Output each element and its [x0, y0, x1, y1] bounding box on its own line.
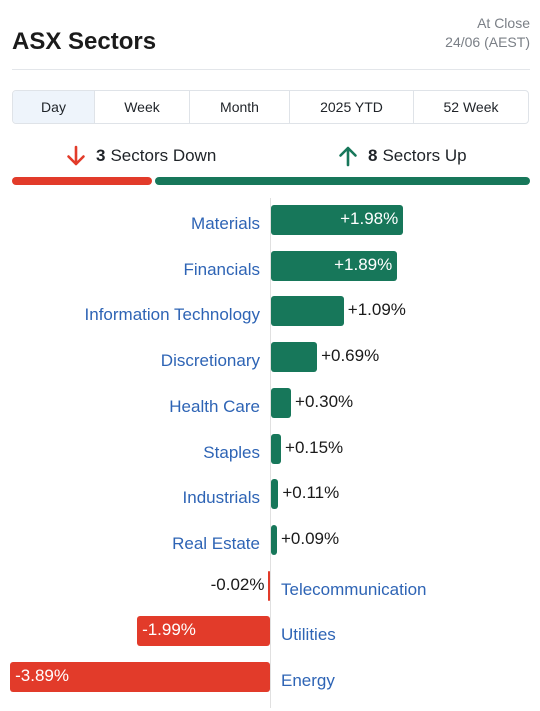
header: ASX Sectors At Close 24/06 (AEST) — [12, 14, 530, 70]
bar-financials — [271, 250, 398, 281]
value-label-utilities: -1.99% — [142, 620, 196, 640]
market-status: At Close 24/06 (AEST) — [445, 14, 530, 52]
status-date: 24/06 (AEST) — [445, 34, 530, 50]
arrow-down-icon — [67, 145, 85, 166]
chart-zero-axis — [270, 198, 271, 708]
bar-industrials — [271, 479, 279, 510]
bar-discretionary — [271, 342, 318, 373]
bar-utilities — [137, 616, 270, 647]
bar-telecommunication — [267, 570, 270, 601]
sector-label-utilities[interactable]: Utilities — [281, 625, 336, 645]
tab-52-week[interactable]: 52 Week — [443, 99, 499, 115]
sectors-down-bar — [12, 177, 153, 185]
sectors-down-summary: 3 Sectors Down — [66, 143, 216, 169]
sector-label-industrials[interactable]: Industrials — [182, 488, 260, 508]
bar-health-care — [271, 387, 292, 418]
sector-label-telecommunication[interactable]: Telecommunication — [281, 579, 427, 599]
sectors-up-count: 8 — [368, 146, 378, 165]
arrow-up-icon — [339, 146, 357, 167]
bar-information-technology — [271, 296, 344, 327]
bar-real-estate — [271, 524, 277, 555]
sectors-up-bar — [155, 177, 530, 185]
tab-week[interactable]: Week — [95, 91, 190, 123]
sectors-up-summary: 8 Sectors Up — [338, 143, 467, 169]
sector-label-real-estate[interactable]: Real Estate — [172, 533, 260, 553]
bar-energy — [10, 662, 270, 692]
period-tabs: Day Week Month 2025 YTD 52 Week — [12, 90, 529, 124]
value-label-telecommunication: -0.02% — [210, 574, 265, 594]
sector-label-health-care[interactable]: Health Care — [169, 396, 260, 416]
sector-label-energy[interactable]: Energy — [281, 671, 335, 690]
value-label-financials: +1.89% — [334, 254, 393, 274]
sector-label-staples[interactable]: Staples — [203, 442, 260, 462]
value-label-discretionary: +0.69% — [321, 346, 380, 366]
bar-staples — [271, 433, 282, 464]
tab-month[interactable]: Month — [190, 91, 290, 123]
value-label-real-estate: +0.09% — [281, 528, 340, 548]
sector-label-financials[interactable]: Financials — [183, 259, 260, 279]
tab-day[interactable]: Day — [13, 91, 95, 123]
value-label-energy: -3.89% — [15, 666, 70, 685]
tab-2025-ytd[interactable]: 2025 YTD — [290, 91, 414, 123]
value-label-staples: +0.15% — [285, 437, 344, 457]
value-label-industrials: +0.11% — [282, 483, 340, 503]
sectors-down-label: Sectors Down — [110, 146, 217, 165]
page-title: ASX Sectors — [12, 28, 157, 55]
status-label: At Close — [477, 15, 530, 31]
value-label-information-technology: +1.09% — [347, 300, 406, 320]
sector-label-information-technology[interactable]: Information Technology — [84, 305, 260, 325]
sectors-up-label: Sectors Up — [382, 146, 467, 165]
sector-label-materials[interactable]: Materials — [191, 214, 260, 233]
sectors-down-count: 3 — [96, 146, 106, 165]
value-label-health-care: +0.30% — [295, 391, 354, 411]
sector-label-discretionary[interactable]: Discretionary — [160, 351, 260, 371]
bar-materials — [271, 205, 404, 235]
value-label-materials: +1.98% — [340, 209, 399, 228]
